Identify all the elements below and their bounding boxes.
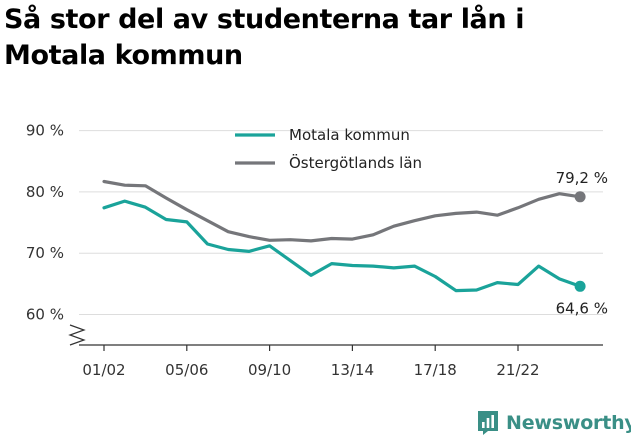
y-tick-label: 90 % (26, 122, 64, 140)
series-line (102, 199, 582, 293)
axis-break-marker (68, 324, 86, 346)
x-axis: 01/02 05/06 09/10 13/14 17/18 21/22 (79, 344, 603, 379)
x-tick-label: 21/22 (496, 361, 539, 379)
series-line (102, 179, 582, 243)
y-tick-label: 80 % (26, 183, 64, 201)
y-axis-ticks: 60 % 70 % 80 % 90 % (26, 122, 86, 346)
brand-logo: Newsworthy (476, 409, 631, 437)
brand-name: Newsworthy (506, 412, 631, 434)
x-tick-label: 17/18 (414, 361, 457, 379)
grid-lines (79, 130, 603, 315)
x-tick-label: 01/02 (82, 361, 125, 379)
end-point-marker (574, 191, 586, 203)
x-tick-label: 13/14 (331, 361, 374, 379)
y-tick-label: 60 % (26, 306, 64, 324)
y-tick-label: 70 % (26, 244, 64, 262)
chart-title: Så stor del av studenterna tar lån i Mot… (4, 4, 525, 71)
x-tick-label: 05/06 (165, 361, 208, 379)
end-value-label: 79,2 % (556, 169, 608, 187)
x-tick-label: 09/10 (248, 361, 291, 379)
legend: Motala kommun Östergötlands län (235, 126, 422, 172)
legend-label: Östergötlands län (289, 153, 422, 172)
end-value-label: 64,6 % (556, 299, 608, 317)
end-point-marker (574, 280, 586, 292)
legend-label: Motala kommun (289, 126, 410, 144)
bar-chart-icon (478, 411, 498, 435)
series-lines: 64,6 % 79,2 % (102, 169, 608, 317)
